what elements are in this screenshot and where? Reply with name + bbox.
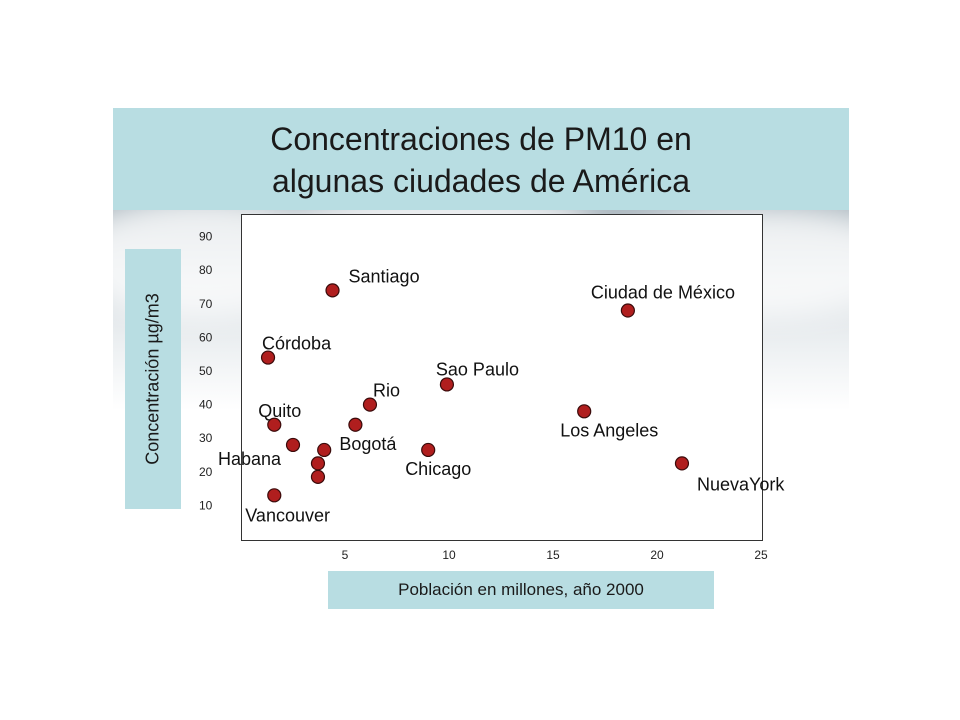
y-tick-label: 50 bbox=[199, 364, 213, 378]
y-tick-label: 20 bbox=[199, 465, 213, 479]
y-tick-label: 10 bbox=[199, 498, 213, 512]
plot-area bbox=[241, 214, 763, 541]
x-tick-label: 15 bbox=[546, 548, 560, 562]
data-point bbox=[421, 442, 436, 458]
data-point-label: Chicago bbox=[405, 459, 471, 479]
x-tick-label: 10 bbox=[442, 548, 456, 562]
data-point-label: Ciudad de México bbox=[591, 283, 735, 303]
scatter-chart: 10 20 30 40 50 60 70 80 90 5 10 15 20 25 Santiago Ciuda… bbox=[199, 230, 785, 562]
data-point bbox=[439, 377, 455, 392]
data-point-label: Quito bbox=[258, 401, 301, 421]
data-point bbox=[362, 397, 378, 412]
y-tick-label: 80 bbox=[199, 263, 213, 277]
data-point-label: Sao Paulo bbox=[436, 359, 519, 379]
title-line-2: algunas ciudades de América bbox=[271, 163, 691, 199]
chart-title: Concentraciones de PM10 en algunas ciuda… bbox=[113, 118, 849, 202]
data-point bbox=[577, 404, 592, 419]
data-point-label: Santiago bbox=[349, 266, 420, 286]
x-tick-label: 5 bbox=[342, 548, 349, 562]
data-point bbox=[620, 303, 635, 318]
data-point bbox=[310, 456, 326, 471]
title-line-1: Concentraciones de PM10 en bbox=[270, 121, 692, 157]
x-tick-label: 20 bbox=[650, 548, 664, 562]
y-tick-label: 40 bbox=[199, 398, 213, 412]
data-point bbox=[260, 350, 276, 365]
data-point-label: Bogotá bbox=[339, 434, 397, 454]
data-point-label: Córdoba bbox=[262, 334, 332, 354]
data-point bbox=[317, 442, 332, 458]
data-point-label: NuevaYork bbox=[697, 474, 785, 494]
slide: Concentraciones de PM10 en algunas ciuda… bbox=[113, 108, 849, 612]
y-tick-label: 90 bbox=[199, 230, 213, 244]
data-point-label: Los Angeles bbox=[560, 420, 658, 440]
data-point bbox=[674, 456, 690, 471]
y-axis-label-box bbox=[125, 249, 181, 509]
data-point bbox=[285, 437, 301, 453]
x-axis-label-box: Población en millones, año 2000 bbox=[328, 571, 714, 609]
title-band: Concentraciones de PM10 en algunas ciuda… bbox=[113, 108, 849, 210]
data-point bbox=[267, 488, 282, 503]
data-point-label: Vancouver bbox=[245, 505, 330, 525]
data-point bbox=[348, 417, 363, 432]
data-point-label: Habana bbox=[218, 449, 282, 469]
y-tick-label: 70 bbox=[199, 297, 213, 311]
data-point bbox=[325, 283, 340, 298]
data-point bbox=[310, 469, 326, 484]
data-point-label: Rio bbox=[373, 381, 400, 401]
x-axis-label: Población en millones, año 2000 bbox=[398, 580, 644, 599]
data-point bbox=[267, 417, 282, 432]
y-tick-label: 60 bbox=[199, 330, 213, 344]
y-tick-label: 30 bbox=[199, 431, 213, 445]
x-tick-label: 25 bbox=[754, 548, 768, 562]
